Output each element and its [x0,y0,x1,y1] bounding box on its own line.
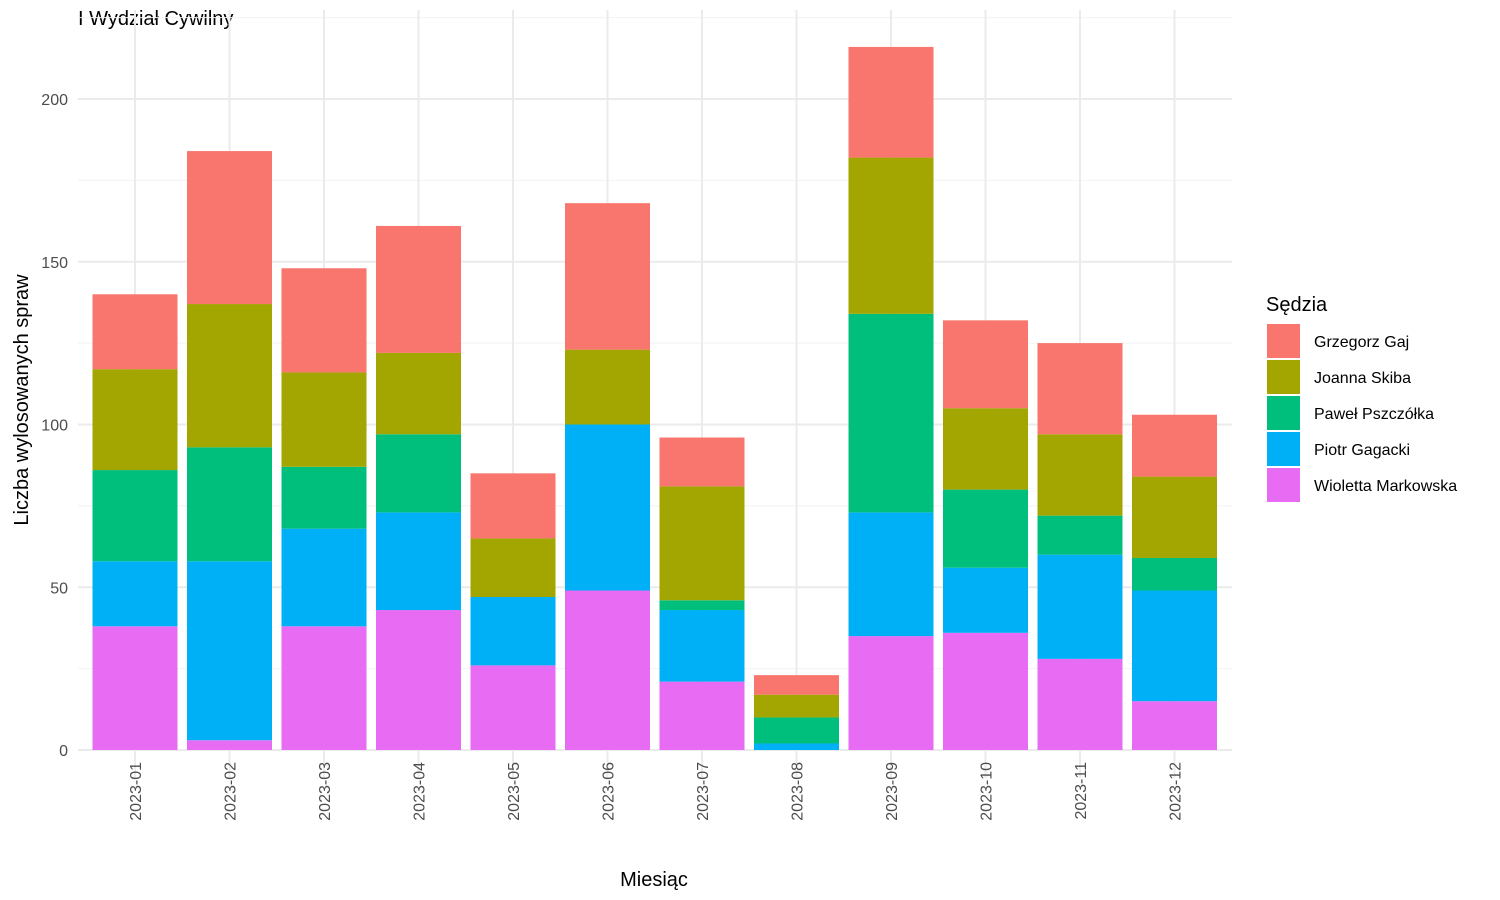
x-tick-label: 2023-05 [506,762,523,821]
bar-segment [187,151,272,305]
x-tick-label: 2023-12 [1168,762,1185,821]
bar-segment [1037,515,1123,555]
legend-label: Wioletta Markowska [1314,478,1457,495]
bar-segment [470,538,556,598]
x-tick-label: 2023-04 [412,762,429,821]
bar-segment [1037,554,1123,659]
x-tick-label: 2023-08 [790,762,807,821]
bar-segment [848,636,934,750]
y-tick-label: 200 [41,92,68,109]
bar-segment [281,626,367,750]
bar-segment [848,46,934,158]
y-axis-title: Liczba wylosowanych spraw [11,274,33,526]
bar-segment [565,424,650,591]
bar-segment [376,352,461,435]
legend-swatch [1267,432,1300,466]
legend-label: Joanna Skiba [1314,370,1411,387]
bar-segment [1132,590,1217,702]
y-tick-label: 0 [59,743,68,760]
bar-segment [943,489,1028,568]
bar-segment [281,528,367,627]
chart-title: I Wydział Cywilny [78,8,234,30]
bar-segment [281,372,367,467]
bar-segment [659,681,745,750]
bar-segment [1132,476,1217,558]
bar-segment [754,717,839,744]
bar-segment [943,320,1028,409]
x-tick-label: 2023-02 [223,762,240,821]
bar-segment [470,665,556,750]
bar-segment [187,740,272,750]
legend-swatch [1267,468,1300,502]
x-tick-label: 2023-11 [1073,762,1090,820]
legend-swatch [1267,360,1300,394]
bar-segment [565,590,650,750]
x-tick-label: 2023-06 [601,762,618,821]
bar-segment [281,268,367,373]
bar-segment [376,610,461,750]
y-tick-label: 100 [41,418,68,435]
legend-label: Piotr Gagacki [1314,442,1410,459]
bar-segment [187,561,272,741]
bar-segment [943,408,1028,490]
bar-segment [187,447,272,562]
y-tick-label: 150 [41,255,68,272]
bar-segment [754,694,839,718]
bar-segment [1132,414,1217,477]
bar-segment [92,294,178,370]
bar-segment [848,157,934,314]
bar-segment [659,486,745,601]
bar-segment [281,466,367,529]
bar-segment [754,675,839,695]
bar-segment [565,203,650,350]
x-tick-label: 2023-09 [884,762,901,821]
bar-segment [470,473,556,539]
bar-segment [376,225,461,353]
bar-segment [92,369,178,471]
bar-segment [187,304,272,448]
bar-segment [376,512,461,611]
bar-segment [1037,343,1123,435]
bar-segment [659,610,745,682]
bar-segment [470,597,556,666]
x-tick-label: 2023-03 [317,762,334,821]
x-tick-label: 2023-10 [979,762,996,821]
bar-segment [565,349,650,425]
bar-segment [943,567,1028,633]
legend-label: Paweł Pszczółka [1314,406,1434,423]
bar-segment [92,626,178,750]
bar-segment [848,512,934,637]
legend-swatch [1267,324,1300,358]
legend-title: Sędzia [1266,294,1328,316]
bar-segment [92,470,178,562]
bar-segment [943,632,1028,750]
bar-segment [1132,557,1217,591]
x-tick-label: 2023-07 [695,762,712,821]
bar-segment [659,437,745,487]
legend-swatch [1267,396,1300,430]
bar-segment [754,743,839,750]
bar-segment [848,313,934,513]
bar-segment [92,561,178,627]
bar-segment [376,434,461,513]
x-axis-title: Miesiąc [620,869,688,891]
x-tick-label: 2023-01 [128,762,145,821]
y-tick-label: 50 [50,580,68,597]
bar-segment [659,600,745,611]
bar-segment [1037,434,1123,516]
legend-label: Grzegorz Gaj [1314,334,1409,351]
bar-segment [1037,658,1123,750]
bar-segment [1132,701,1217,750]
